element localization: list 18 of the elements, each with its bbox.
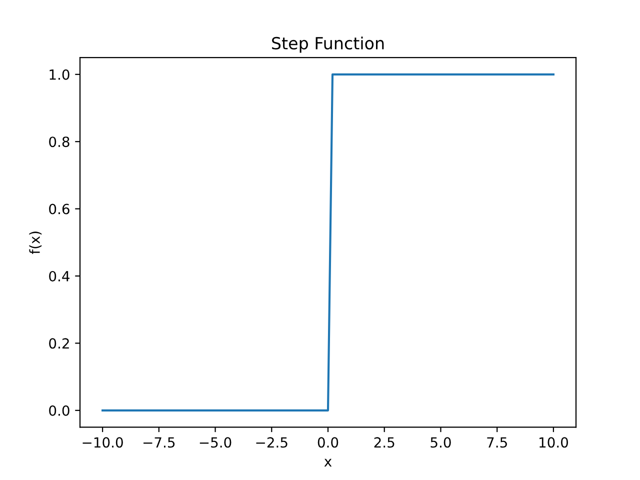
y-tick-label: 0.8	[49, 136, 70, 148]
x-axis-title: x	[324, 458, 332, 466]
x-tick-label: −5.0	[200, 437, 232, 448]
y-tick-label: 0.6	[49, 204, 70, 214]
x-tick-label: 5.0	[430, 437, 451, 448]
chart-title: Step Function	[272, 36, 384, 53]
x-tick-label: −7.5	[144, 437, 175, 448]
x-tick-label: 0.0	[318, 437, 338, 448]
x-tick-label: 2.5	[374, 437, 394, 448]
x-tick-label: 10.0	[540, 437, 568, 448]
y-tick-label: 0.4	[49, 270, 70, 282]
y-tick-label: 0.2	[49, 338, 69, 349]
x-tick-label: 7.5	[487, 437, 507, 448]
x-tick-label: −10.0	[82, 437, 123, 448]
y-axis-title: f(x)	[29, 232, 42, 254]
y-tick-label: 0.0	[49, 405, 70, 416]
y-tick-label: 1.0	[50, 69, 70, 80]
x-tick-label: −2.5	[256, 437, 288, 448]
